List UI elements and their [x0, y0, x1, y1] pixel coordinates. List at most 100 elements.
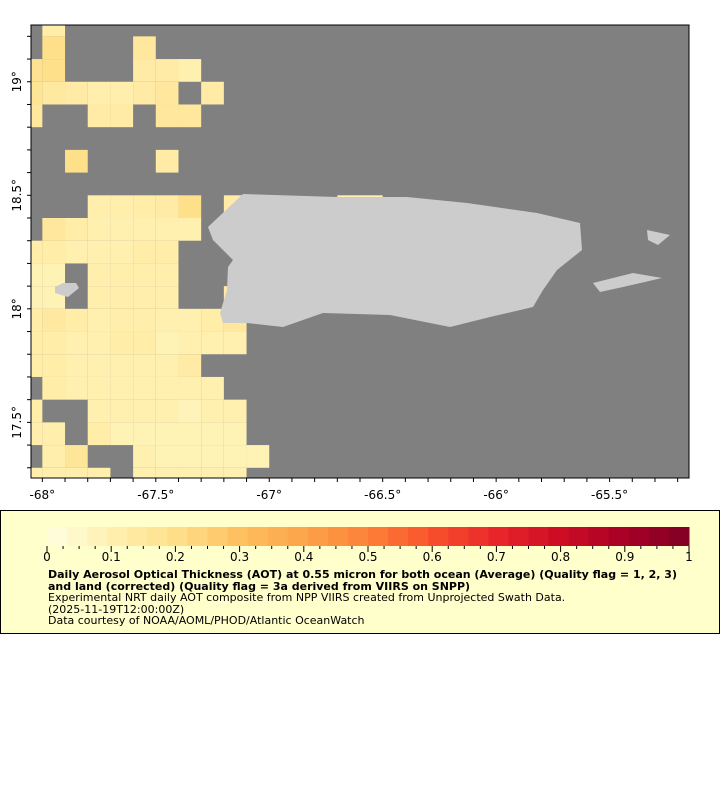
data-cell: [87, 399, 111, 423]
data-cell: [87, 104, 111, 128]
data-cell: [110, 218, 134, 241]
data-cell: [178, 467, 202, 478]
mona-island-land: [55, 283, 79, 297]
data-cell: [31, 286, 43, 309]
data-cell: [31, 59, 43, 82]
data-cell: [178, 445, 202, 468]
data-cell: [65, 331, 88, 355]
data-cell: [110, 399, 134, 423]
data-cell: [178, 308, 202, 332]
colorbar-block: [568, 527, 590, 546]
data-cell: [201, 308, 224, 332]
colorbar-block: [327, 527, 349, 546]
data-cell: [155, 467, 179, 478]
colorbar-tick-label: 0.6: [423, 550, 442, 564]
data-cell: [110, 263, 134, 287]
data-cell: [178, 195, 202, 219]
data-cell: [87, 195, 111, 219]
data-cell: [133, 399, 156, 423]
colorbar-block: [307, 527, 329, 546]
colorbar-tick-label: 0.3: [230, 550, 249, 564]
data-cell: [155, 399, 179, 423]
data-cell: [133, 59, 156, 82]
data-cell: [155, 240, 179, 264]
data-cell: [110, 422, 134, 446]
colorbar-block: [227, 527, 249, 546]
data-cell: [110, 195, 134, 219]
colorbar-block: [588, 527, 610, 546]
data-cell: [223, 467, 247, 478]
data-cell: [155, 308, 179, 332]
data-cell: [178, 354, 202, 377]
data-cell: [110, 376, 134, 400]
data-cell: [133, 36, 156, 60]
colorbar-tick-label: 0.2: [166, 550, 185, 564]
data-cell: [178, 331, 202, 355]
data-cell: [178, 218, 202, 241]
data-cell: [42, 422, 66, 446]
lon-tick-label: -66.5°: [364, 488, 401, 502]
data-cell: [155, 445, 179, 468]
data-cell: [31, 354, 43, 377]
data-cell: [155, 104, 179, 128]
colorbar-block: [67, 527, 88, 546]
lon-tick-label: -66°: [483, 488, 509, 502]
data-cell: [42, 354, 66, 377]
data-cell: [133, 354, 156, 377]
colorbar-block: [488, 527, 509, 546]
colorbar-block: [287, 527, 309, 546]
colorbar-block: [388, 527, 409, 546]
data-cell: [178, 376, 202, 400]
data-cell: [155, 422, 179, 446]
lon-tick-label: -68°: [30, 488, 56, 502]
legend-text: Daily Aerosol Optical Thickness (AOT) at…: [48, 569, 688, 627]
data-cell: [87, 286, 111, 309]
data-cell: [42, 59, 66, 82]
data-cell: [178, 59, 202, 82]
data-cell: [110, 286, 134, 309]
data-cell: [87, 422, 111, 446]
colorbar: 0 0.1 0.2 0.3 0.4 0.5 0.6 0.7 0.8 0.9 1: [43, 527, 693, 564]
colorbar-tick-label: 0.9: [615, 550, 634, 564]
data-cell: [178, 422, 202, 446]
colorbar-block: [207, 527, 229, 546]
data-cell: [42, 36, 66, 60]
lon-tick-label: -65.5°: [591, 488, 628, 502]
axes: -68° -67.5° -67° -66.5° -66° -65.5° 19° 18.5° 18…: [10, 35, 679, 502]
data-cell: [201, 331, 224, 355]
colorbar-block: [608, 527, 630, 546]
data-cell: [42, 467, 66, 478]
data-cell: [110, 354, 134, 377]
data-cell: [31, 399, 43, 423]
colorbar-tick-label: 0.7: [487, 550, 506, 564]
land: [55, 194, 670, 327]
data-cell: [155, 149, 179, 173]
data-cell: [87, 240, 111, 264]
colorbar-block: [648, 527, 670, 546]
data-cell: [155, 59, 179, 82]
data-cell: [42, 376, 66, 400]
data-cell: [87, 376, 111, 400]
data-cell: [201, 467, 224, 478]
data-cell: [31, 240, 43, 264]
data-cell: [133, 218, 156, 241]
data-cell: [110, 104, 134, 128]
colorbar-block: [368, 527, 389, 546]
colorbar-block: [508, 527, 529, 546]
colorbar-block: [167, 527, 188, 546]
data-cell: [201, 399, 224, 423]
colorbar-block: [87, 527, 108, 546]
data-cell: [155, 263, 179, 287]
data-cell: [201, 422, 224, 446]
data-cell: [155, 81, 179, 105]
data-cell: [87, 263, 111, 287]
data-cell: [65, 376, 88, 400]
data-cell: [65, 240, 88, 264]
data-cell: [201, 376, 224, 400]
data-cell: [110, 308, 134, 332]
data-cell: [133, 445, 156, 468]
colorbar-block: [247, 527, 269, 546]
colorbar-block: [668, 527, 690, 546]
lat-tick-label: 18.5°: [10, 179, 24, 212]
